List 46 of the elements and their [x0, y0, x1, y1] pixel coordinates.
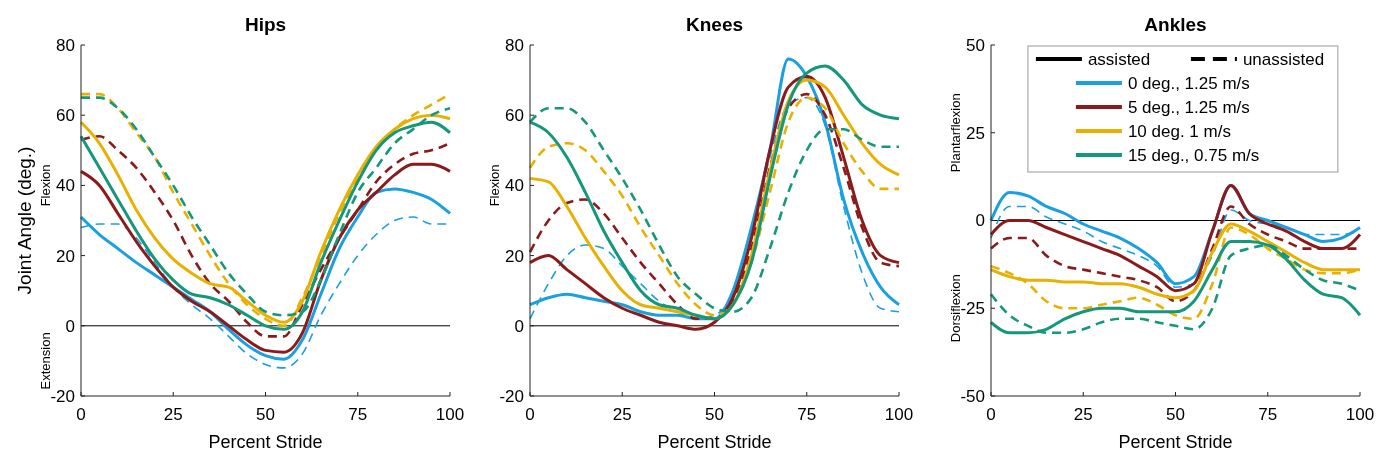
y-tick-label: 60	[56, 106, 75, 126]
y-tick-label: 0	[975, 211, 985, 231]
x-tick-label: 75	[348, 405, 368, 424]
y-tick-label: 40	[505, 176, 524, 196]
chart-title: Knees	[685, 14, 744, 35]
x-tick-label: 25	[1073, 405, 1093, 424]
x-tick-label: 50	[705, 405, 724, 424]
x-tick-label: 100	[1345, 405, 1375, 424]
annotation: assisted	[1087, 50, 1151, 69]
text: Plantarflexion	[948, 93, 963, 173]
y-tick-label: 20	[505, 246, 524, 266]
annotation: unassisted	[1242, 50, 1325, 69]
text: Extension	[38, 332, 53, 390]
x-axis-title: Percent Stride	[657, 432, 772, 452]
y-tick-label: 50	[966, 35, 985, 55]
legend-label: 10 deg. 1 m/s	[1127, 122, 1231, 141]
x-tick-label: 50	[1166, 405, 1185, 424]
legend-label: 0 deg., 1.25 m/s	[1127, 74, 1250, 93]
y-tick-label: 0	[65, 316, 75, 336]
y-tick-label: -20	[499, 386, 524, 406]
x-tick-label: 25	[163, 405, 183, 424]
chart-title: Ankles	[1144, 14, 1207, 35]
chart-title: Hips	[244, 14, 287, 35]
y-axis-title: Joint Angle (deg.)	[14, 146, 35, 295]
y-tick-label: 60	[505, 106, 524, 126]
x-tick-label: 100	[435, 405, 465, 424]
legend-label: 15 deg., 0.75 m/s	[1127, 146, 1260, 165]
x-tick-label: 25	[612, 405, 632, 424]
x-tick-label: 75	[1258, 405, 1278, 424]
x-axis-title: Percent Stride	[208, 432, 323, 452]
x-tick-label: 75	[797, 405, 817, 424]
text: Flexion	[487, 164, 502, 207]
y-tick-label: 25	[966, 123, 985, 143]
y-tick-label: 0	[514, 316, 524, 336]
text: Flexion	[38, 164, 53, 207]
y-tick-label: 80	[505, 35, 524, 55]
y-tick-label: -25	[960, 299, 985, 319]
x-tick-label: 100	[884, 405, 914, 424]
y-tick-label: 80	[56, 35, 75, 55]
y-tick-label: -50	[960, 386, 985, 406]
x-tick-label: 50	[256, 405, 275, 424]
legend-label: 5 deg., 1.25 m/s	[1127, 98, 1250, 117]
y-tick-label: 40	[56, 176, 75, 196]
y-tick-label: 20	[56, 246, 75, 266]
x-axis-title: Percent Stride	[1118, 432, 1233, 452]
y-tick-label: -20	[50, 386, 75, 406]
